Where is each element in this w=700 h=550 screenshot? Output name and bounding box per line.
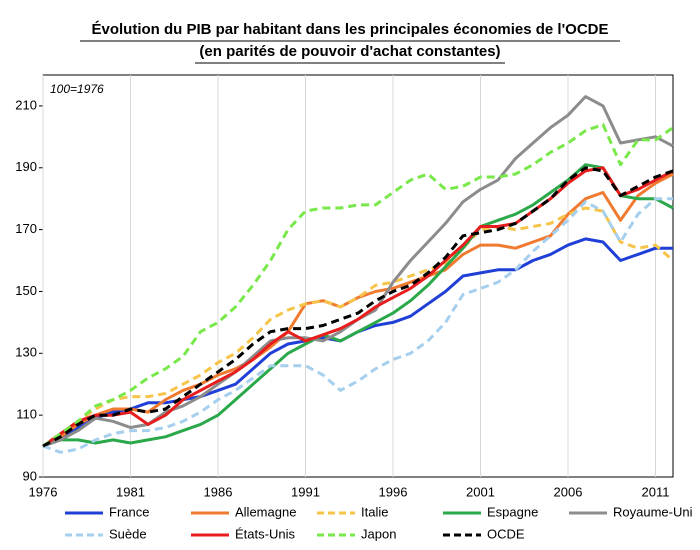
series-line [42,166,674,448]
y-tick-label: 210 [15,97,37,112]
x-tick-label: 2001 [466,484,495,499]
chart-title: Évolution du PIB par habitant dans les p… [91,21,608,38]
y-tick-label: 110 [16,407,37,422]
annotation: 100=1976 [50,82,104,96]
y-tick-label: 130 [15,345,37,360]
x-tick-label: 1991 [291,484,320,499]
x-tick-label: 2011 [642,484,670,499]
chart-subtitle: (en parités de pouvoir d'achat constante… [199,43,500,60]
x-tick-label: 1986 [204,484,233,499]
series-line [42,197,673,454]
series-line [42,163,674,448]
legend-label: OCDE [487,526,525,541]
x-tick-label: 2006 [554,484,583,499]
y-tick-label: 170 [15,221,37,236]
legend-label: Espagne [487,504,538,519]
series-line [42,172,674,448]
y-tick-label: 90 [23,468,37,483]
x-tick-label: 1976 [29,484,58,499]
legend-label: Royaume-Uni [613,504,693,519]
y-tick-label: 150 [15,283,37,298]
legend-label: États-Unis [235,526,295,541]
series-line [42,237,673,448]
y-tick-label: 190 [15,159,37,174]
series-line [42,166,674,448]
series-line [42,95,674,448]
series-line [42,206,674,448]
legend-label: Suède [109,526,147,541]
legend-label: Italie [361,504,388,519]
legend-label: Japon [361,526,396,541]
legend-label: Allemagne [235,504,296,519]
legend-label: France [109,504,149,519]
x-tick-label: 1981 [116,484,145,499]
x-tick-label: 1996 [379,484,408,499]
